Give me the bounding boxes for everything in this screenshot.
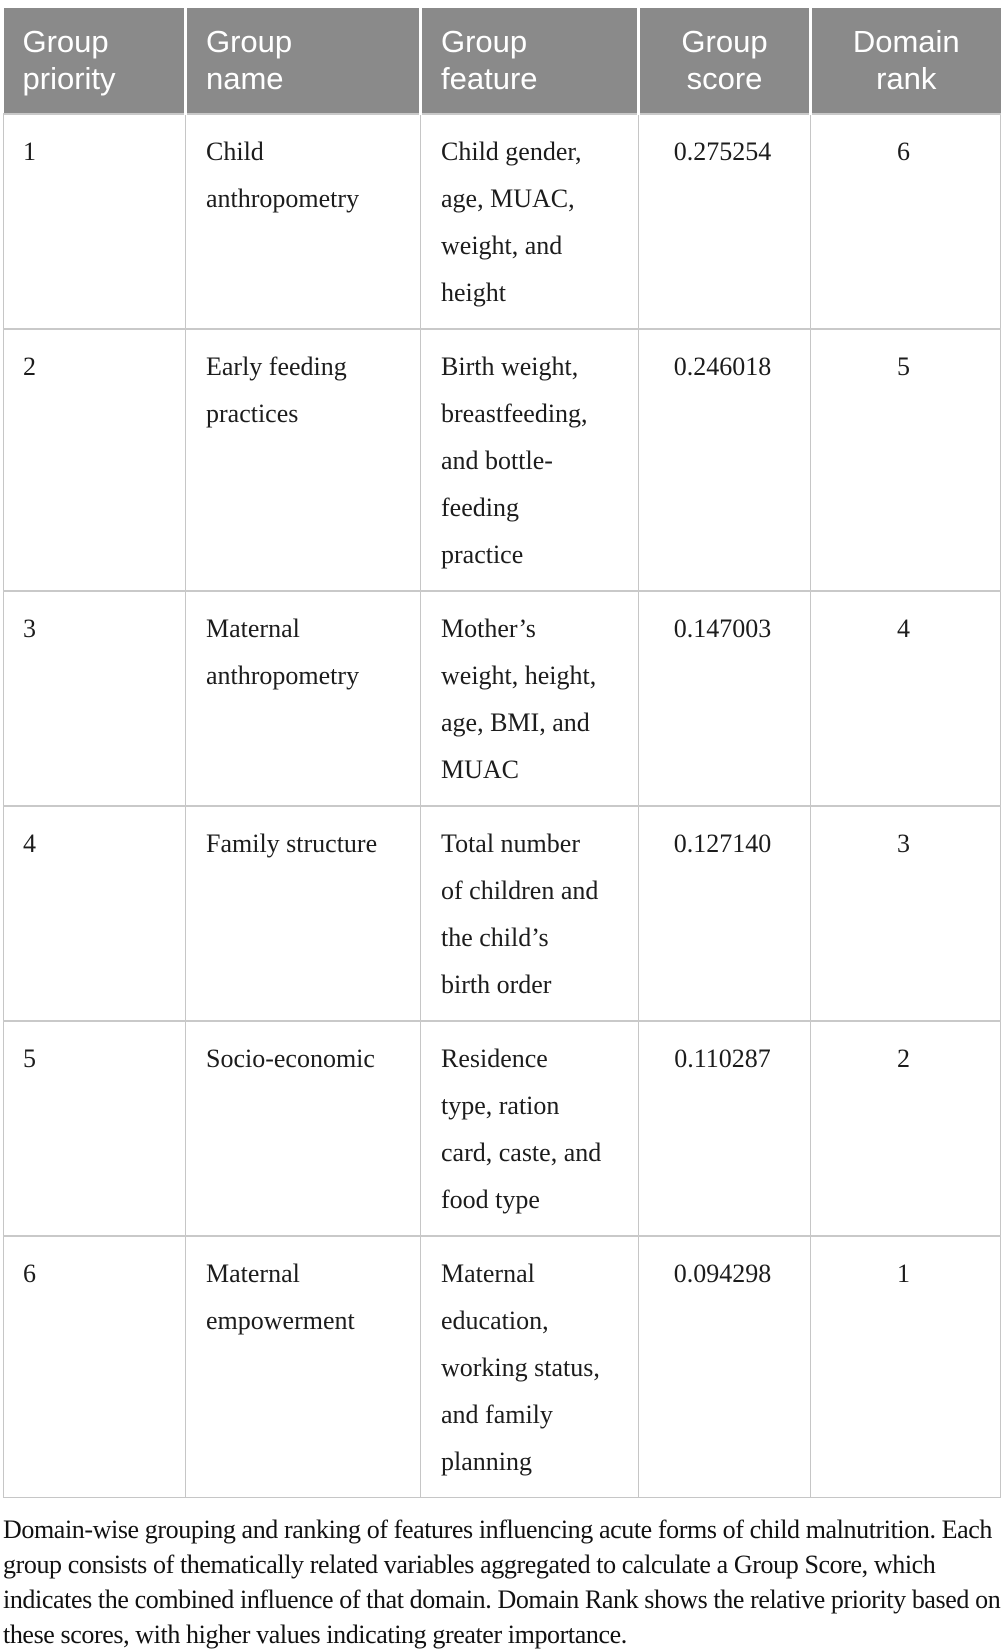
- cell-group-feature: Birth weight, breastfeeding, and bottle-…: [420, 328, 639, 592]
- cell-group-score: 0.094298: [638, 1235, 811, 1498]
- cell-group-score: 0.127140: [638, 805, 811, 1022]
- cell-group-priority: 1: [3, 113, 186, 330]
- cell-group-score: 0.275254: [638, 113, 811, 330]
- table-row: 3 Maternal anthropometry Mother’s weight…: [3, 590, 1001, 807]
- cell-group-priority: 4: [3, 805, 186, 1022]
- cell-domain-rank: 1: [810, 1235, 1001, 1498]
- cell-group-feature: Total number of children and the child’s…: [420, 805, 639, 1022]
- table-row: 1 Child anthropometry Child gender, age,…: [3, 113, 1001, 330]
- cell-group-priority: 2: [3, 328, 186, 592]
- column-header-group-score: Group score: [637, 8, 811, 115]
- cell-group-priority: 6: [3, 1235, 186, 1498]
- domain-ranking-table: Group priority Group name Group feature …: [3, 8, 1001, 1498]
- cell-group-feature: Residence type, ration card, caste, and …: [420, 1020, 639, 1237]
- column-header-domain-rank: Domain rank: [809, 8, 1001, 115]
- table-row: 2 Early feeding practices Birth weight, …: [3, 328, 1001, 592]
- cell-group-score: 0.246018: [638, 328, 811, 592]
- cell-group-name: Early feeding practices: [185, 328, 421, 592]
- table-row: 5 Socio-economic Residence type, ration …: [3, 1020, 1001, 1237]
- cell-group-feature: Maternal education, working status, and …: [420, 1235, 639, 1498]
- table-caption: Domain-wise grouping and ranking of feat…: [3, 1515, 1001, 1649]
- column-header-group-priority: Group priority: [3, 8, 186, 115]
- table-header-row: Group priority Group name Group feature …: [3, 8, 1001, 115]
- cell-group-name: Family structure: [185, 805, 421, 1022]
- cell-group-name: Maternal anthropometry: [185, 590, 421, 807]
- cell-group-priority: 5: [3, 1020, 186, 1237]
- cell-domain-rank: 4: [810, 590, 1001, 807]
- cell-group-priority: 3: [3, 590, 186, 807]
- cell-group-name: Socio-economic: [185, 1020, 421, 1237]
- cell-domain-rank: 6: [810, 113, 1001, 330]
- cell-group-score: 0.147003: [638, 590, 811, 807]
- cell-domain-rank: 2: [810, 1020, 1001, 1237]
- column-header-group-name: Group name: [184, 8, 421, 115]
- cell-group-feature: Child gender, age, MUAC, weight, and hei…: [420, 113, 639, 330]
- cell-group-feature: Mother’s weight, height, age, BMI, and M…: [420, 590, 639, 807]
- column-header-group-feature: Group feature: [419, 8, 639, 115]
- cell-group-name: Child anthropometry: [185, 113, 421, 330]
- cell-group-name: Maternal empowerment: [185, 1235, 421, 1498]
- table-row: 6 Maternal empowerment Maternal educatio…: [3, 1235, 1001, 1498]
- cell-group-score: 0.110287: [638, 1020, 811, 1237]
- table-row: 4 Family structure Total number of child…: [3, 805, 1001, 1022]
- cell-domain-rank: 5: [810, 328, 1001, 592]
- cell-domain-rank: 3: [810, 805, 1001, 1022]
